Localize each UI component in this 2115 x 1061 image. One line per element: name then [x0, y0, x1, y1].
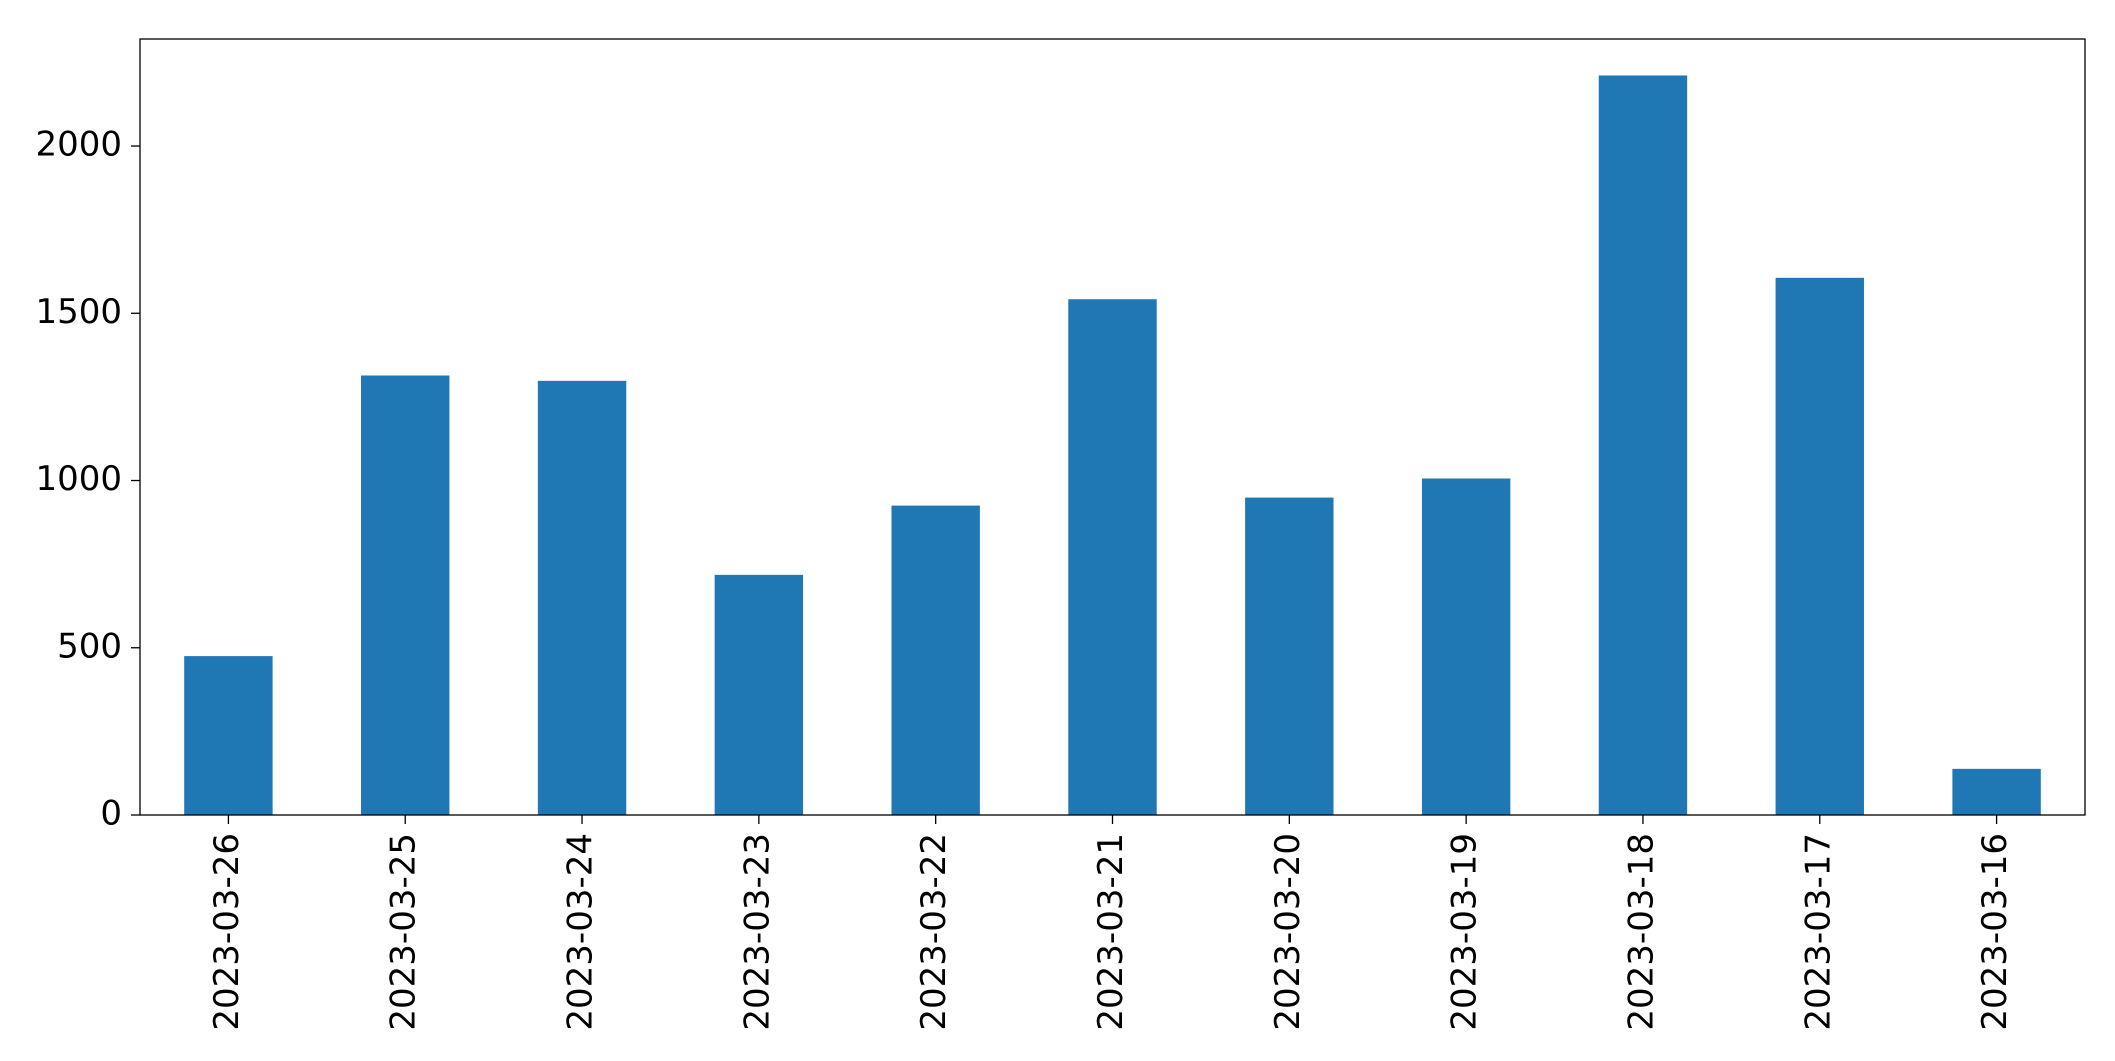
x-tick-label: 2023-03-25: [384, 833, 424, 1031]
x-tick-label: 2023-03-23: [737, 833, 777, 1031]
x-tick-label: 2023-03-21: [1091, 833, 1131, 1031]
bar: [1421, 478, 1511, 815]
bar: [891, 505, 980, 815]
x-tick-label: 2023-03-19: [1445, 833, 1485, 1031]
x-tick-label: 2023-03-16: [1975, 833, 2015, 1031]
x-tick-label: 2023-03-22: [914, 833, 954, 1031]
y-tick-label: 1500: [35, 292, 122, 332]
x-tick-label: 2023-03-18: [1621, 833, 1661, 1031]
x-tick-label: 2023-03-17: [1798, 833, 1838, 1031]
bar: [1245, 497, 1334, 815]
bar: [537, 380, 627, 815]
bar: [184, 656, 273, 815]
x-tick-label: 2023-03-26: [207, 833, 247, 1031]
bar: [714, 574, 804, 815]
x-tick-label: 2023-03-20: [1268, 833, 1308, 1031]
y-tick-label: 0: [100, 794, 122, 834]
bar: [1068, 299, 1157, 815]
bar: [361, 375, 450, 815]
x-tick-label: 2023-03-24: [561, 833, 601, 1031]
y-tick-label: 2000: [35, 125, 122, 165]
bar: [1952, 768, 2041, 815]
bar: [1775, 277, 1864, 815]
y-tick-label: 1000: [35, 459, 122, 499]
y-tick-label: 500: [57, 626, 122, 666]
bar: [1598, 75, 1688, 815]
